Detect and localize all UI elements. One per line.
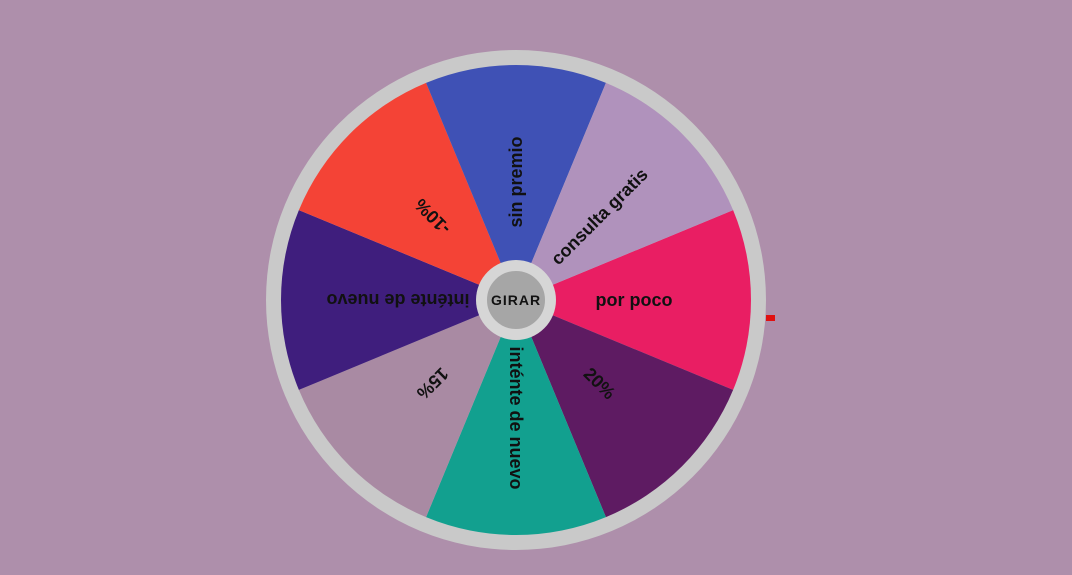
wheel-segment <box>516 210 751 390</box>
wheel-segment-label: inténte de nuevo <box>506 346 526 489</box>
wheel-segment-label: inténte de nuevo <box>326 290 469 310</box>
wheel-segment-label: sin premio <box>506 136 526 227</box>
wheel-pointer-marker <box>766 315 775 321</box>
wheel-segment <box>298 82 516 300</box>
wheel-segment <box>426 300 606 535</box>
wheel-segment <box>281 210 516 390</box>
wheel-segment <box>516 82 734 300</box>
wheel-segment-label: por poco <box>596 290 673 310</box>
wheel-segment <box>516 300 734 518</box>
wheel-segment <box>298 300 516 518</box>
wheel-segment <box>426 65 606 300</box>
wheel-segments <box>281 65 751 535</box>
spin-button[interactable]: GIRAR <box>482 266 550 334</box>
